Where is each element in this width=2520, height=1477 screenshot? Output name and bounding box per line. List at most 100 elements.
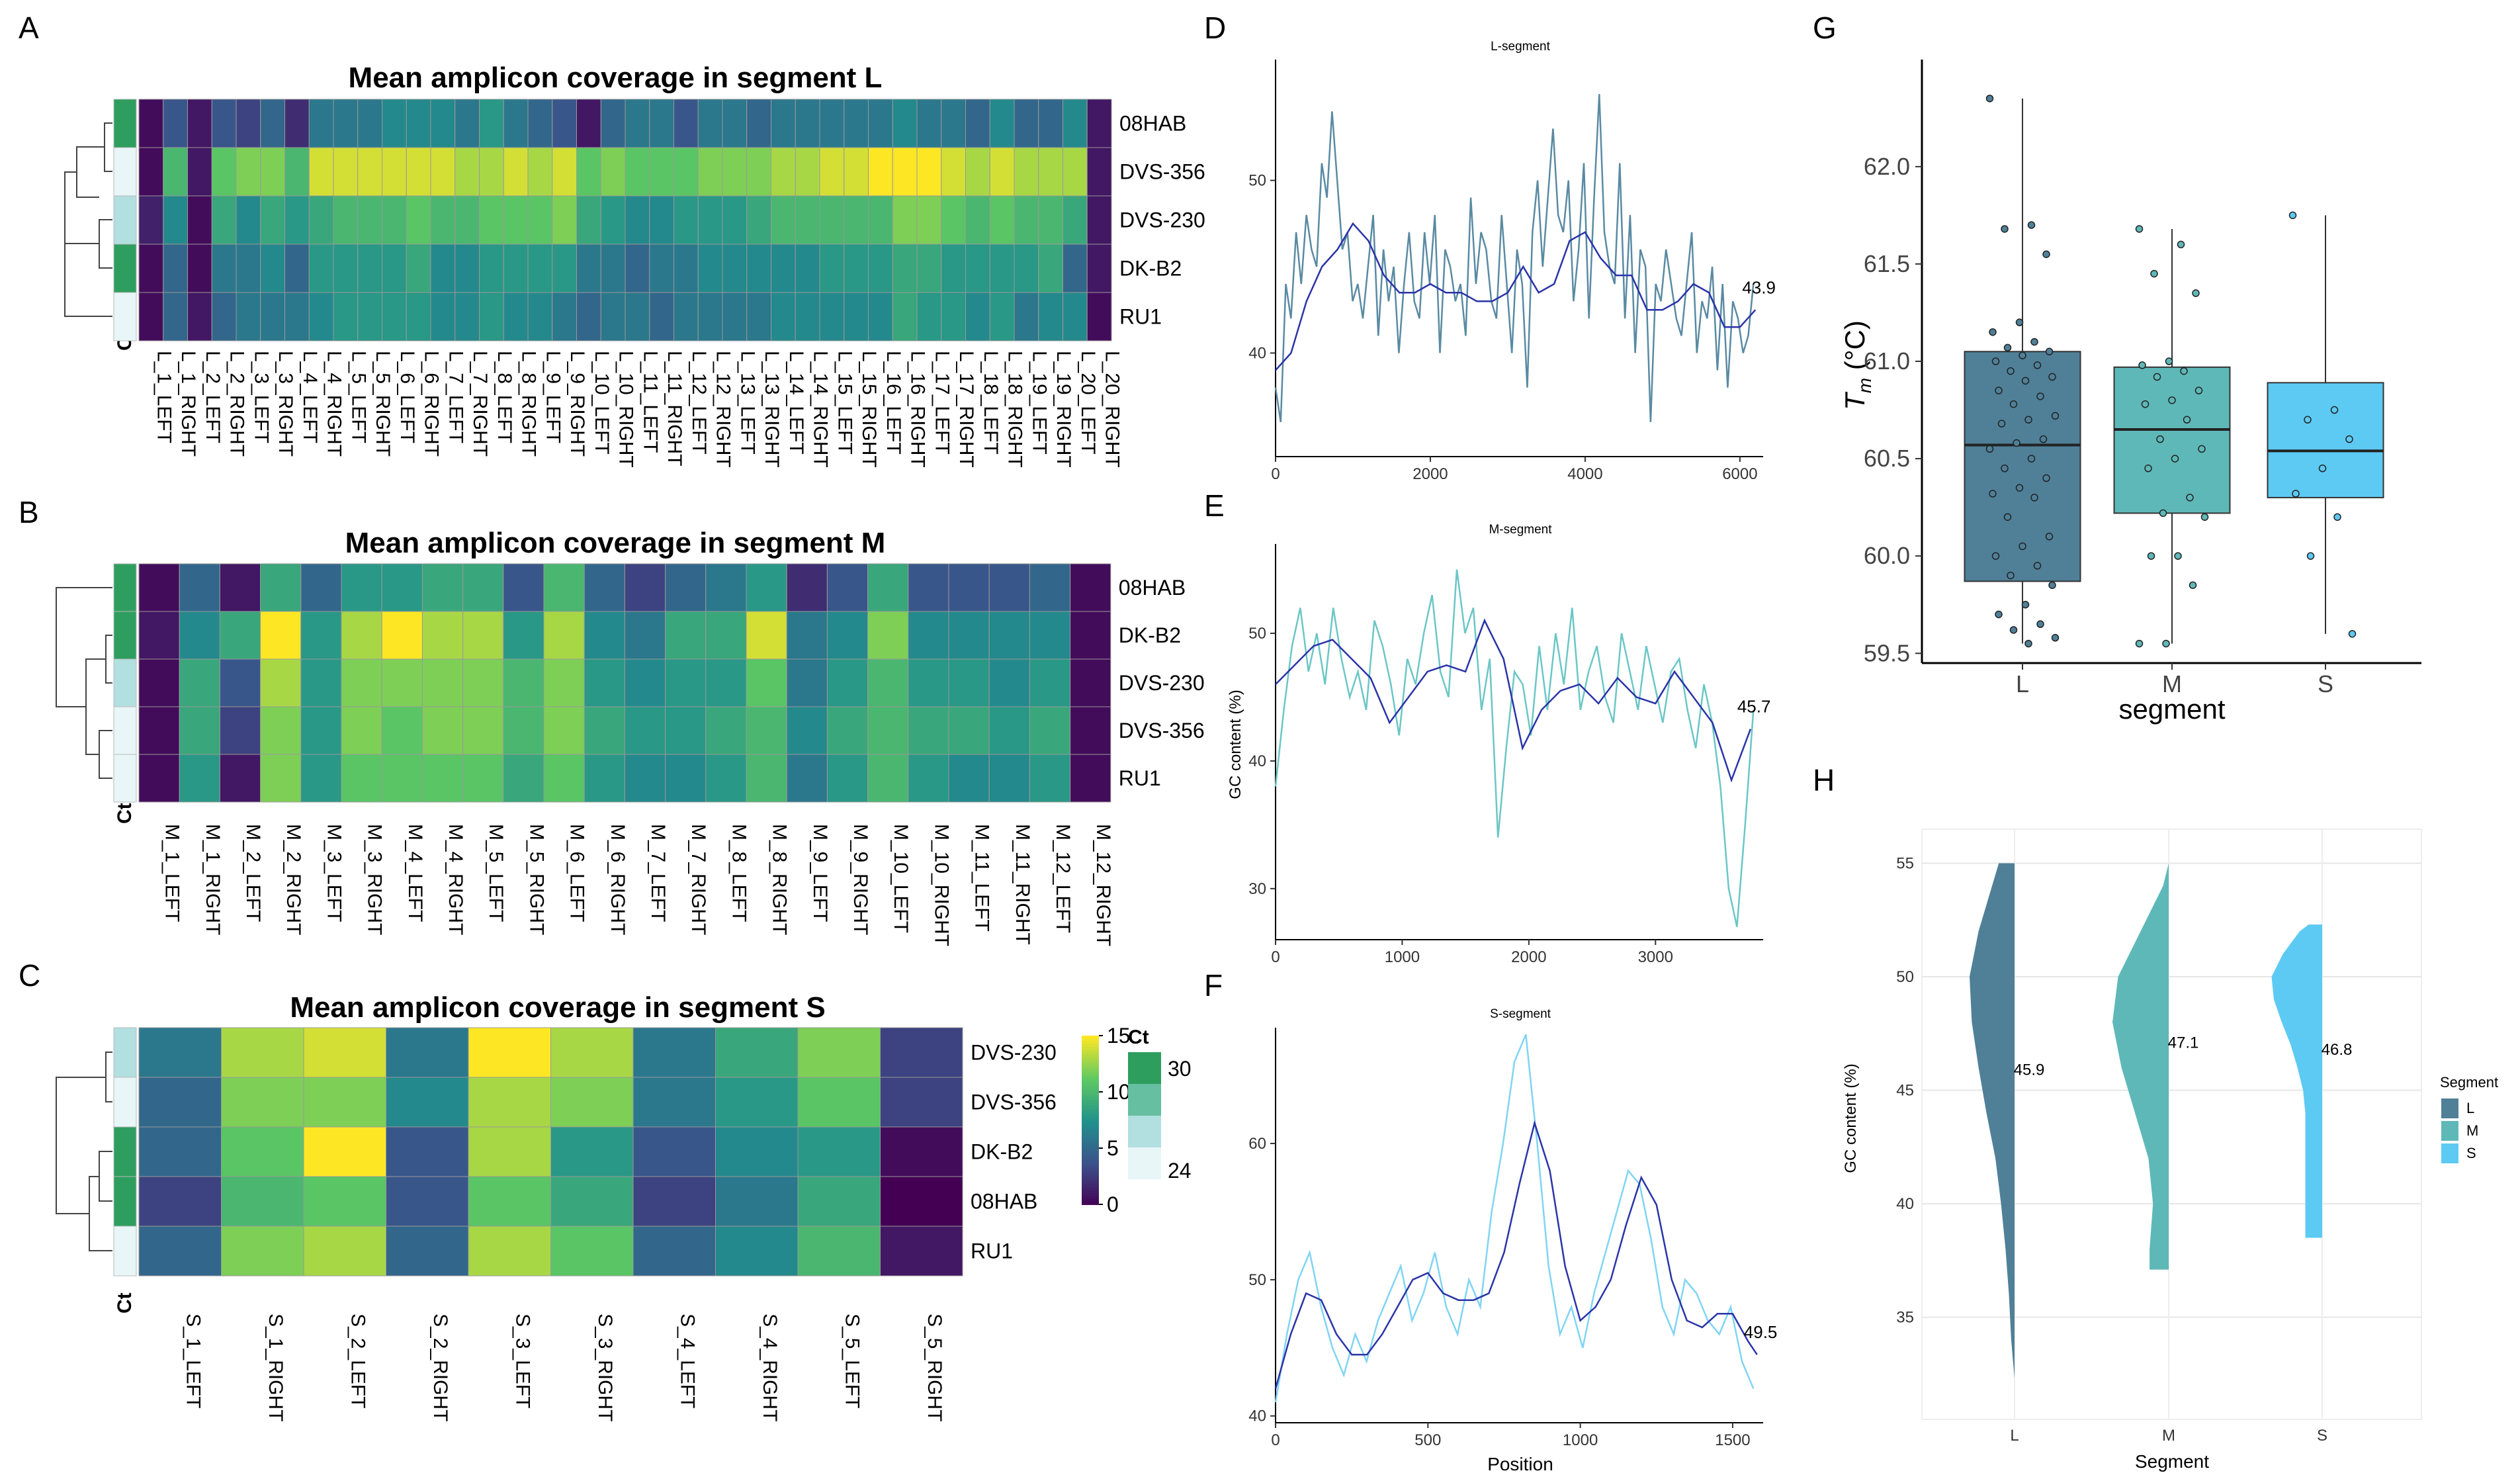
heatmap-m-cell	[462, 706, 504, 755]
heatmap-m-cell	[179, 611, 220, 660]
heatmap-s-cell	[221, 1226, 304, 1276]
box-point	[2162, 639, 2170, 648]
x-tick-label: L	[2016, 670, 2029, 697]
heatmap-m-cell	[746, 658, 787, 707]
colorbar-segment	[1082, 1173, 1099, 1177]
heatmap-m-cell	[665, 611, 707, 660]
heatmap-l-cell	[552, 195, 577, 245]
y-tick-label: 40	[1248, 344, 1266, 362]
heatmap-l-col-label: L_1_RIGHT	[177, 351, 199, 457]
x-tick-label: L	[2010, 1427, 2019, 1445]
heatmap-m-row-label: 08HAB	[1119, 576, 1186, 600]
box-point	[2135, 225, 2144, 233]
box-point	[1989, 328, 1997, 336]
heatmap-m-cell	[138, 658, 180, 707]
heatmap-l-cell	[746, 195, 771, 245]
panel-letter-b: B	[19, 495, 39, 529]
y-tick-label: 62.0	[1864, 153, 1910, 180]
heatmap-l-col-label: L_18_RIGHT	[1004, 351, 1026, 468]
colorbar-segment	[1082, 1061, 1099, 1065]
ct-legend-title: Ct	[1128, 1026, 1149, 1048]
heatmap-l-cell	[941, 244, 966, 293]
heatmap-m-cell	[381, 754, 423, 803]
colorbar-segment	[1082, 1120, 1099, 1124]
colorbar-segment	[1082, 1128, 1099, 1132]
heatmap-s-col-label: S_4_LEFT	[676, 1314, 698, 1408]
heatmap-m-cell	[908, 611, 949, 660]
heatmap-l-cell	[819, 292, 845, 341]
heatmap-l-cell	[163, 244, 188, 293]
heatmap-l-cell	[308, 147, 334, 197]
heatmap-s-cell	[550, 1226, 634, 1276]
heatmap-m-row-label: DVS-230	[1119, 671, 1205, 695]
heatmap-l-cell	[382, 195, 407, 245]
heatmap-s-row-label: DVS-230	[971, 1041, 1057, 1065]
box-point	[2024, 416, 2032, 424]
heatmap-segment-s: Mean amplicon coverage in segment S Ct D…	[56, 991, 1057, 1421]
colorbar-segment	[1082, 1041, 1099, 1045]
ct-legend-swatch	[1128, 1116, 1161, 1147]
heatmap-l-cell	[649, 244, 674, 293]
heatmap-l-cell	[455, 244, 480, 293]
heatmap-m-cell	[624, 706, 666, 755]
heatmap-l-row-label: 08HAB	[1119, 112, 1186, 136]
heatmap-l-cell	[406, 195, 431, 245]
gc-plot-m-ylabel: GC content (%)	[1227, 690, 1244, 799]
heatmap-l-cell	[746, 244, 771, 293]
gc-plot-s-title: S-segment	[1490, 1007, 1551, 1021]
heatmap-l-cell	[236, 147, 261, 197]
heatmap-m-cell	[138, 754, 180, 803]
heatmap-m-cell	[705, 706, 747, 755]
heatmap-m-cell	[1070, 658, 1111, 707]
heatmap-l-cell	[795, 292, 820, 341]
smoothed-gc-line	[1275, 618, 1752, 783]
heatmap-l-ct-cell	[113, 292, 137, 341]
colorbar-segment	[1082, 1126, 1099, 1130]
heatmap-l-cell	[357, 195, 382, 245]
gc-plot-l-segment: L-segment 0 2000 4000 6000 40 50 43.9	[1248, 40, 1776, 483]
x-tick-label: 2000	[1412, 465, 1448, 483]
colorbar-segment	[1082, 1072, 1099, 1076]
heatmap-l-cell	[260, 292, 285, 341]
heatmap-s-cell	[303, 1027, 386, 1078]
gc-violin-legend-title: Segment	[2440, 1074, 2498, 1091]
heatmap-l-cell	[673, 99, 699, 148]
heatmap-l-cell	[868, 195, 893, 245]
heatmap-l-cell	[892, 292, 918, 341]
heatmap-l-cell	[941, 147, 966, 197]
y-tick-label: 50	[1248, 625, 1266, 643]
heatmap-m-row-label: RU1	[1119, 766, 1161, 790]
heatmap-m-cell	[584, 754, 625, 803]
heatmap-l-ct-cell	[113, 244, 137, 293]
gc-end-value: 49.5	[1744, 1322, 1778, 1342]
heatmap-m-col-label: M_11_RIGHT	[1012, 824, 1033, 945]
heatmap-l-cell	[260, 147, 285, 197]
box-point	[2033, 562, 2042, 570]
heatmap-m-cell	[260, 563, 302, 612]
heatmap-s-cell	[715, 1176, 799, 1227]
box-point	[2192, 289, 2200, 297]
heatmap-l-col-label: L_11_RIGHT	[664, 351, 685, 467]
heatmap-s-cell	[138, 1126, 222, 1177]
heatmap-l-cell	[625, 292, 650, 341]
heatmap-s-row-label: 08HAB	[971, 1190, 1037, 1214]
x-tick-label: 0	[1271, 1431, 1280, 1449]
box-body	[2113, 366, 2231, 514]
box-point	[1989, 490, 1997, 498]
heatmap-l-cell	[455, 292, 480, 341]
heatmap-l-cell	[333, 244, 359, 293]
heatmap-m-col-label: M_2_RIGHT	[282, 824, 304, 935]
heatmap-s-cell	[221, 1077, 304, 1128]
heatmap-l-col-label: L_10_RIGHT	[615, 351, 637, 468]
heatmap-l-cell	[625, 244, 650, 293]
heatmap-segment-m: Mean amplicon coverage in segment M Ct 0…	[56, 527, 1205, 946]
heatmap-s-col-label: S_3_LEFT	[511, 1314, 533, 1408]
colorbar-segment	[1082, 1167, 1099, 1171]
heatmap-m-cell	[746, 611, 787, 660]
heatmap-l-cell	[941, 292, 966, 341]
heatmap-m-cell	[503, 658, 544, 707]
heatmap-l-col-label: L_16_LEFT	[883, 351, 904, 455]
heatmap-l-cell	[819, 195, 845, 245]
heatmap-m-cell	[543, 611, 585, 660]
heatmap-s-cell	[632, 1176, 716, 1227]
